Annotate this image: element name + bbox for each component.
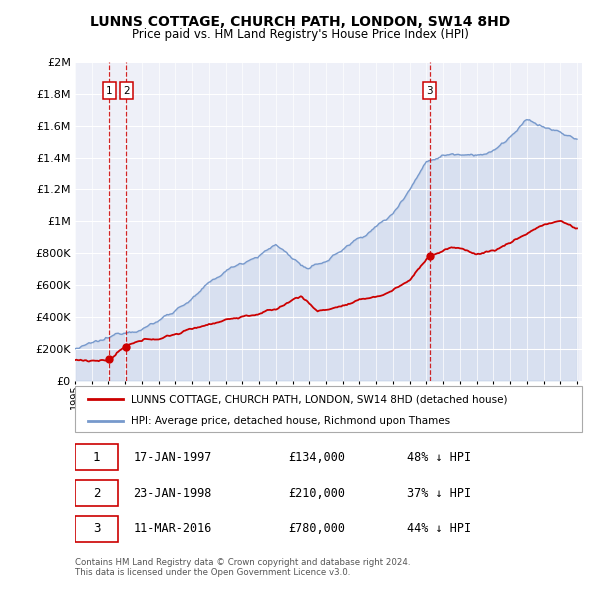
Text: Price paid vs. HM Land Registry's House Price Index (HPI): Price paid vs. HM Land Registry's House … (131, 28, 469, 41)
FancyBboxPatch shape (75, 386, 582, 432)
Text: 2: 2 (123, 86, 130, 96)
Text: Contains HM Land Registry data © Crown copyright and database right 2024.
This d: Contains HM Land Registry data © Crown c… (75, 558, 410, 577)
Text: HPI: Average price, detached house, Richmond upon Thames: HPI: Average price, detached house, Rich… (131, 415, 450, 425)
Text: £210,000: £210,000 (288, 487, 345, 500)
Text: LUNNS COTTAGE, CHURCH PATH, LONDON, SW14 8HD: LUNNS COTTAGE, CHURCH PATH, LONDON, SW14… (90, 15, 510, 29)
Text: 37% ↓ HPI: 37% ↓ HPI (407, 487, 471, 500)
Text: 3: 3 (426, 86, 433, 96)
Text: 23-JAN-1998: 23-JAN-1998 (133, 487, 212, 500)
FancyBboxPatch shape (75, 516, 118, 542)
Text: 44% ↓ HPI: 44% ↓ HPI (407, 522, 471, 535)
Text: £134,000: £134,000 (288, 451, 345, 464)
FancyBboxPatch shape (75, 444, 118, 470)
Text: 1: 1 (93, 451, 100, 464)
Text: 1: 1 (106, 86, 113, 96)
Text: 2: 2 (93, 487, 100, 500)
Text: 11-MAR-2016: 11-MAR-2016 (133, 522, 212, 535)
Text: £780,000: £780,000 (288, 522, 345, 535)
Text: 3: 3 (93, 522, 100, 535)
Text: 48% ↓ HPI: 48% ↓ HPI (407, 451, 471, 464)
FancyBboxPatch shape (75, 480, 118, 506)
Text: 17-JAN-1997: 17-JAN-1997 (133, 451, 212, 464)
Text: LUNNS COTTAGE, CHURCH PATH, LONDON, SW14 8HD (detached house): LUNNS COTTAGE, CHURCH PATH, LONDON, SW14… (131, 394, 507, 404)
